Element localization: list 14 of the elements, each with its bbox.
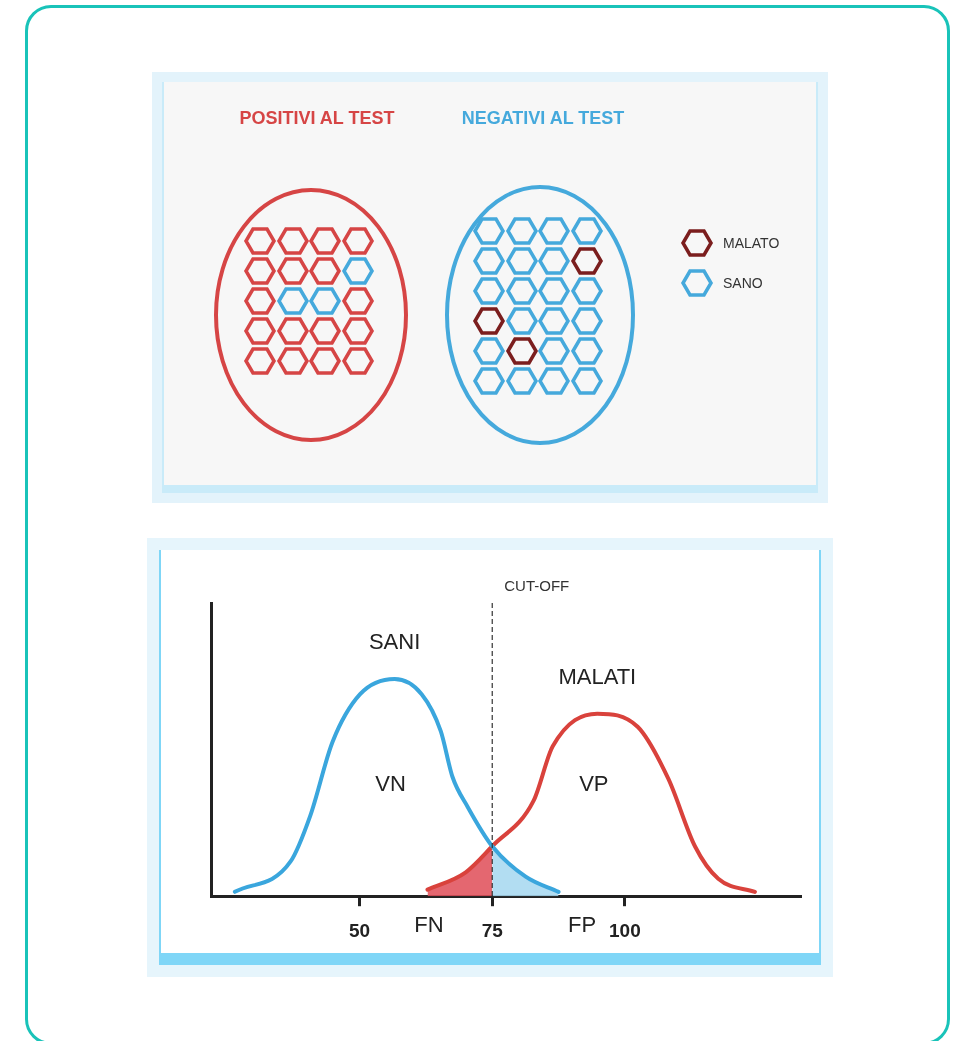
x-tick-label: 100	[609, 919, 641, 941]
text: FP	[568, 911, 597, 937]
series-label: MALATI	[558, 663, 637, 689]
text: NEGATIVI AL TEST	[461, 108, 625, 129]
x-tick-label: 75	[481, 919, 504, 941]
text: SANO	[723, 275, 763, 291]
annotation: VP	[579, 770, 609, 796]
series-label: SANI	[368, 629, 421, 655]
text: FN	[414, 911, 444, 937]
text: MALATO	[723, 235, 780, 251]
text: POSITIVI AL TEST	[239, 108, 395, 129]
annotation: VN	[375, 770, 406, 796]
ref-line-label: CUT-OFF	[504, 577, 570, 594]
x-tick-label: 50	[349, 919, 371, 941]
